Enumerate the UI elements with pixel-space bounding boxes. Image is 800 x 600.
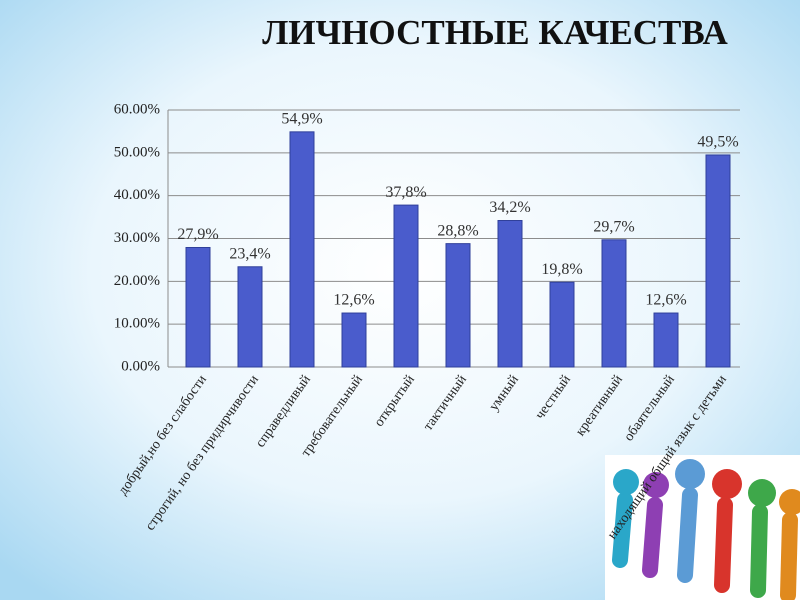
bar xyxy=(237,266,263,368)
y-tick-label: 10.00% xyxy=(114,316,160,332)
bar xyxy=(497,220,523,368)
bar xyxy=(341,312,367,368)
bar xyxy=(549,281,575,368)
value-label: 19,8% xyxy=(541,261,582,278)
y-tick-label: 0.00% xyxy=(121,358,160,374)
people-illustration xyxy=(605,455,800,600)
y-tick-label: 30.00% xyxy=(114,230,160,246)
value-label: 23,4% xyxy=(229,245,270,262)
value-label: 49,5% xyxy=(697,134,738,151)
y-tick-label: 60.00% xyxy=(114,101,160,117)
bar xyxy=(445,243,471,368)
bar xyxy=(393,204,419,368)
value-label: 37,8% xyxy=(385,184,426,201)
value-label: 12,6% xyxy=(645,292,686,309)
y-tick-label: 50.00% xyxy=(114,144,160,160)
bar xyxy=(185,246,211,368)
value-label: 28,8% xyxy=(437,222,478,239)
bar xyxy=(289,131,315,368)
chart-title: ЛИЧНОСТНЫЕ КАЧЕСТВА xyxy=(262,13,728,52)
bar xyxy=(705,154,731,368)
bar xyxy=(601,239,627,368)
value-label: 27,9% xyxy=(177,226,218,243)
value-label: 12,6% xyxy=(333,292,374,309)
value-label: 29,7% xyxy=(593,218,634,235)
y-tick-label: 20.00% xyxy=(114,273,160,289)
value-label: 34,2% xyxy=(489,199,530,216)
y-tick-label: 40.00% xyxy=(114,187,160,203)
bar xyxy=(653,312,679,368)
value-label: 54,9% xyxy=(281,111,322,128)
